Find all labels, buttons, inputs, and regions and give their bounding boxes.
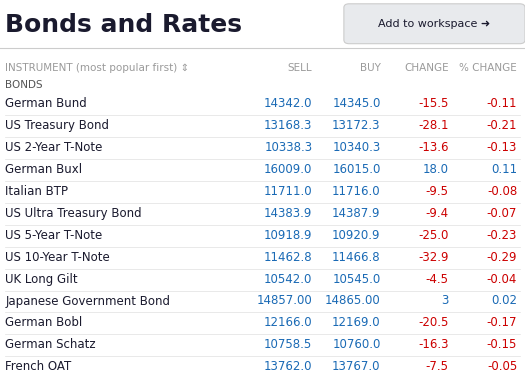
Text: US Treasury Bond: US Treasury Bond	[5, 119, 109, 132]
Text: 10545.0: 10545.0	[332, 272, 381, 286]
Text: Japanese Government Bond: Japanese Government Bond	[5, 294, 170, 307]
Text: -25.0: -25.0	[418, 229, 449, 242]
Text: 0.02: 0.02	[491, 294, 517, 307]
Text: -4.5: -4.5	[426, 272, 449, 286]
Text: CHANGE: CHANGE	[404, 63, 449, 73]
Text: 13168.3: 13168.3	[264, 119, 312, 132]
Text: 14857.00: 14857.00	[257, 294, 312, 307]
Text: 10542.0: 10542.0	[264, 272, 312, 286]
Text: BONDS: BONDS	[5, 80, 43, 90]
Text: -0.21: -0.21	[487, 119, 517, 132]
Text: -28.1: -28.1	[418, 119, 449, 132]
Text: -16.3: -16.3	[418, 338, 449, 352]
Text: 0.11: 0.11	[491, 163, 517, 176]
Text: -0.17: -0.17	[487, 317, 517, 329]
Text: BUY: BUY	[360, 63, 381, 73]
Text: % CHANGE: % CHANGE	[459, 63, 517, 73]
Text: 12169.0: 12169.0	[332, 317, 381, 329]
Text: SELL: SELL	[288, 63, 312, 73]
Text: -0.05: -0.05	[487, 360, 517, 373]
Text: 14865.00: 14865.00	[325, 294, 381, 307]
Text: -20.5: -20.5	[418, 317, 449, 329]
Text: German Bund: German Bund	[5, 97, 87, 110]
Text: -7.5: -7.5	[426, 360, 449, 373]
Text: INSTRUMENT (most popular first) ⇕: INSTRUMENT (most popular first) ⇕	[5, 63, 190, 73]
Text: UK Long Gilt: UK Long Gilt	[5, 272, 78, 286]
Text: 10340.3: 10340.3	[332, 141, 381, 154]
Text: 10760.0: 10760.0	[332, 338, 381, 352]
Text: -0.23: -0.23	[487, 229, 517, 242]
Text: 14342.0: 14342.0	[264, 97, 312, 110]
Text: -0.07: -0.07	[487, 207, 517, 220]
Text: 13172.3: 13172.3	[332, 119, 381, 132]
Text: US 5-Year T-Note: US 5-Year T-Note	[5, 229, 102, 242]
Text: German Bobl: German Bobl	[5, 317, 82, 329]
Text: 11711.0: 11711.0	[264, 185, 312, 198]
FancyBboxPatch shape	[344, 4, 525, 44]
Text: Add to workspace ➜: Add to workspace ➜	[379, 19, 490, 29]
Text: -0.15: -0.15	[487, 338, 517, 352]
Text: French OAT: French OAT	[5, 360, 71, 373]
Text: 14383.9: 14383.9	[264, 207, 312, 220]
Text: 10918.9: 10918.9	[264, 229, 312, 242]
Text: 10758.5: 10758.5	[264, 338, 312, 352]
FancyBboxPatch shape	[0, 0, 525, 59]
Text: Bonds and Rates: Bonds and Rates	[5, 13, 242, 37]
Text: 18.0: 18.0	[423, 163, 449, 176]
Text: German Schatz: German Schatz	[5, 338, 96, 352]
Text: 11462.8: 11462.8	[264, 251, 312, 264]
Text: -0.29: -0.29	[487, 251, 517, 264]
Text: 12166.0: 12166.0	[264, 317, 312, 329]
Text: 14345.0: 14345.0	[332, 97, 381, 110]
Text: 13762.0: 13762.0	[264, 360, 312, 373]
Text: 16009.0: 16009.0	[264, 163, 312, 176]
Text: 10920.9: 10920.9	[332, 229, 381, 242]
Text: German Buxl: German Buxl	[5, 163, 82, 176]
Text: -0.11: -0.11	[487, 97, 517, 110]
Text: -9.5: -9.5	[426, 185, 449, 198]
Text: -0.04: -0.04	[487, 272, 517, 286]
Text: 13767.0: 13767.0	[332, 360, 381, 373]
Text: -15.5: -15.5	[418, 97, 449, 110]
Text: 11466.8: 11466.8	[332, 251, 381, 264]
Text: 16015.0: 16015.0	[332, 163, 381, 176]
Text: -0.13: -0.13	[487, 141, 517, 154]
Text: -32.9: -32.9	[418, 251, 449, 264]
Text: Italian BTP: Italian BTP	[5, 185, 68, 198]
Text: US 10-Year T-Note: US 10-Year T-Note	[5, 251, 110, 264]
Text: US Ultra Treasury Bond: US Ultra Treasury Bond	[5, 207, 142, 220]
Text: -0.08: -0.08	[487, 185, 517, 198]
Text: 10338.3: 10338.3	[264, 141, 312, 154]
Text: -9.4: -9.4	[426, 207, 449, 220]
Text: 3: 3	[442, 294, 449, 307]
Text: -13.6: -13.6	[418, 141, 449, 154]
Text: 11716.0: 11716.0	[332, 185, 381, 198]
Text: 14387.9: 14387.9	[332, 207, 381, 220]
Text: US 2-Year T-Note: US 2-Year T-Note	[5, 141, 102, 154]
